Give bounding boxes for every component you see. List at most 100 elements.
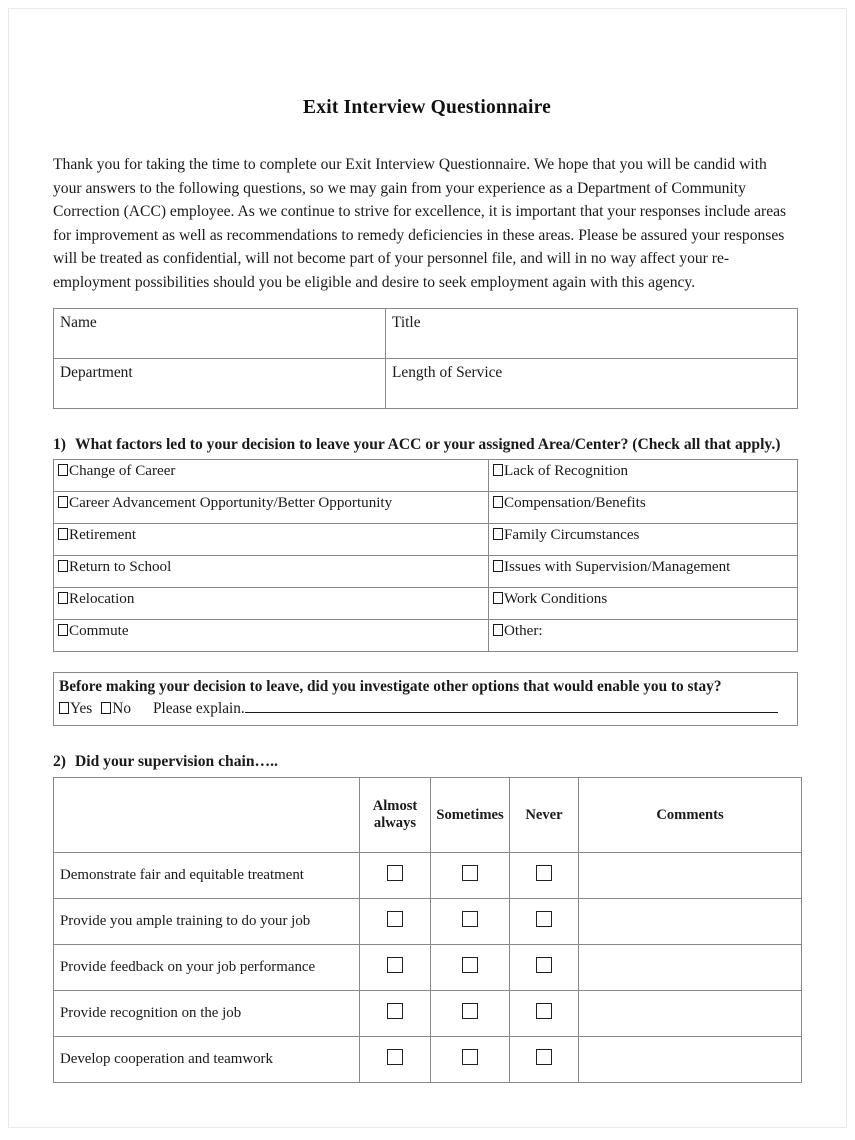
table-row: Return to School Issues with Supervision… <box>53 555 798 588</box>
factor-label: Lack of Recognition <box>504 463 629 479</box>
factor-option-relocation[interactable]: Relocation <box>53 587 489 620</box>
checkbox-icon[interactable] <box>536 865 552 881</box>
table-row: Provide recognition on the job <box>53 990 802 1037</box>
table-row: Name Title <box>53 308 798 359</box>
table-row: Department Length of Service <box>53 358 798 409</box>
checkbox-icon[interactable] <box>493 496 503 508</box>
table-row: Provide you ample training to do your jo… <box>53 898 802 945</box>
matrix-header-never: Never <box>509 777 579 853</box>
matrix-cell-almost-always[interactable] <box>359 944 431 991</box>
checkbox-icon[interactable] <box>58 592 68 604</box>
factor-label: Career Advancement Opportunity/Better Op… <box>69 495 393 511</box>
factor-option-lack-of-recognition[interactable]: Lack of Recognition <box>488 459 798 492</box>
checkbox-icon[interactable] <box>493 528 503 540</box>
checkbox-icon[interactable] <box>59 702 69 714</box>
checkbox-icon[interactable] <box>101 702 112 714</box>
matrix-header-comments: Comments <box>578 777 802 853</box>
matrix-row-label: Demonstrate fair and equitable treatment <box>53 852 360 899</box>
matrix-cell-never[interactable] <box>509 1036 579 1083</box>
matrix-row-label: Develop cooperation and teamwork <box>53 1036 360 1083</box>
checkbox-icon[interactable] <box>536 1049 552 1065</box>
factor-option-return-to-school[interactable]: Return to School <box>53 555 489 588</box>
question-1-text: What factors led to your decision to lea… <box>75 436 781 453</box>
matrix-cell-comments[interactable] <box>578 944 802 991</box>
checkbox-icon[interactable] <box>493 624 503 636</box>
matrix-cell-sometimes[interactable] <box>430 852 510 899</box>
checkbox-icon[interactable] <box>493 464 503 476</box>
intro-paragraph: Thank you for taking the time to complet… <box>53 156 787 291</box>
checkbox-icon[interactable] <box>387 865 403 881</box>
checkbox-icon[interactable] <box>536 957 552 973</box>
identity-table: Name Title Department Length of Service <box>53 308 798 409</box>
checkbox-icon[interactable] <box>462 911 478 927</box>
factor-option-family-circumstances[interactable]: Family Circumstances <box>488 523 798 556</box>
factor-option-compensation-benefits[interactable]: Compensation/Benefits <box>488 491 798 524</box>
matrix-header-almost-line1: Almost <box>372 798 418 814</box>
factor-option-career-advancement[interactable]: Career Advancement Opportunity/Better Op… <box>53 491 489 524</box>
checkbox-icon[interactable] <box>58 560 68 572</box>
matrix-cell-sometimes[interactable] <box>430 1036 510 1083</box>
factor-label: Other: <box>504 623 543 639</box>
table-row: Retirement Family Circumstances <box>53 523 798 556</box>
matrix-cell-comments[interactable] <box>578 1036 802 1083</box>
field-length-of-service-cell[interactable]: Length of Service <box>385 358 798 409</box>
matrix-cell-sometimes[interactable] <box>430 990 510 1037</box>
table-row: Commute Other: <box>53 619 798 652</box>
matrix-cell-almost-always[interactable] <box>359 898 431 945</box>
page-title: Exit Interview Questionnaire <box>303 97 551 118</box>
question-2-text: Did your supervision chain….. <box>75 753 278 770</box>
question-2-number: 2) <box>53 753 66 770</box>
matrix-cell-comments[interactable] <box>578 898 802 945</box>
matrix-cell-comments[interactable] <box>578 990 802 1037</box>
factor-label: Family Circumstances <box>504 527 640 543</box>
factor-label: Issues with Supervision/Management <box>504 559 731 575</box>
factor-option-work-conditions[interactable]: Work Conditions <box>488 587 798 620</box>
matrix-cell-almost-always[interactable] <box>359 852 431 899</box>
field-name-cell[interactable]: Name <box>53 308 386 359</box>
checkbox-icon[interactable] <box>493 560 503 572</box>
checkbox-icon[interactable] <box>493 592 503 604</box>
checkbox-icon[interactable] <box>462 957 478 973</box>
factor-label: Relocation <box>69 591 135 607</box>
checkbox-icon[interactable] <box>387 911 403 927</box>
matrix-cell-almost-always[interactable] <box>359 1036 431 1083</box>
checkbox-icon[interactable] <box>536 911 552 927</box>
table-row: Change of Career Lack of Recognition <box>53 459 798 492</box>
field-title-cell[interactable]: Title <box>385 308 798 359</box>
checkbox-icon[interactable] <box>58 464 68 476</box>
investigate-yes-label: Yes <box>70 700 93 717</box>
table-row: Relocation Work Conditions <box>53 587 798 620</box>
factor-option-issues-with-supervision[interactable]: Issues with Supervision/Management <box>488 555 798 588</box>
checkbox-icon[interactable] <box>462 865 478 881</box>
matrix-cell-never[interactable] <box>509 944 579 991</box>
factor-option-commute[interactable]: Commute <box>53 619 489 652</box>
investigate-no-label: No <box>112 700 131 717</box>
checkbox-icon[interactable] <box>536 1003 552 1019</box>
matrix-cell-sometimes[interactable] <box>430 944 510 991</box>
factor-option-other[interactable]: Other: <box>488 619 798 652</box>
matrix-cell-never[interactable] <box>509 852 579 899</box>
factor-option-change-of-career[interactable]: Change of Career <box>53 459 489 492</box>
checkbox-icon[interactable] <box>58 528 68 540</box>
matrix-cell-never[interactable] <box>509 898 579 945</box>
matrix-header-almost-always: Almost always <box>359 777 431 853</box>
checkbox-icon[interactable] <box>58 496 68 508</box>
factor-label: Commute <box>69 623 129 639</box>
investigate-option-no[interactable]: No <box>101 698 131 719</box>
matrix-cell-sometimes[interactable] <box>430 898 510 945</box>
matrix-cell-comments[interactable] <box>578 852 802 899</box>
investigate-explain-input[interactable] <box>244 699 778 713</box>
checkbox-icon[interactable] <box>387 957 403 973</box>
matrix-cell-never[interactable] <box>509 990 579 1037</box>
checkbox-icon[interactable] <box>462 1003 478 1019</box>
field-department-cell[interactable]: Department <box>53 358 386 409</box>
checkbox-icon[interactable] <box>387 1003 403 1019</box>
checkbox-icon[interactable] <box>462 1049 478 1065</box>
checkbox-icon[interactable] <box>387 1049 403 1065</box>
investigate-options-box: Before making your decision to leave, di… <box>53 672 798 726</box>
factor-option-retirement[interactable]: Retirement <box>53 523 489 556</box>
checkbox-icon[interactable] <box>58 624 68 636</box>
investigate-option-yes[interactable]: Yes <box>59 698 92 719</box>
question-1-heading: 1) What factors led to your decision to … <box>53 409 801 455</box>
matrix-cell-almost-always[interactable] <box>359 990 431 1037</box>
